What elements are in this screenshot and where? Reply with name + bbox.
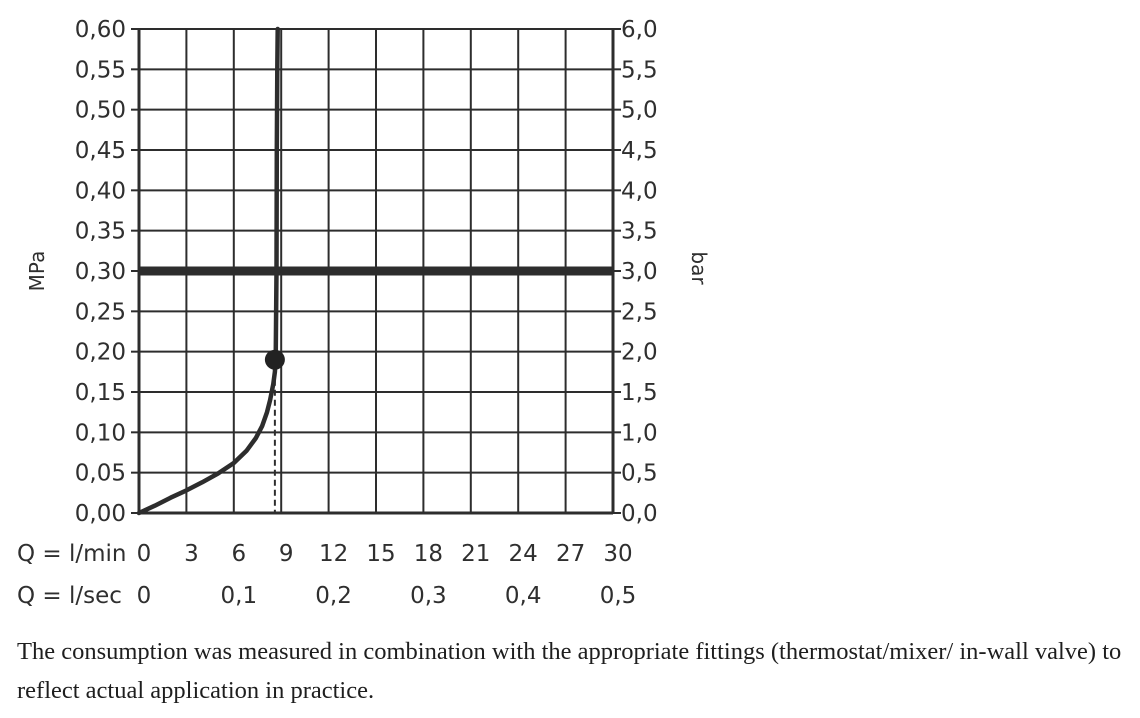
x-tick-label: 0,5 [600,583,637,609]
right-tick-label: 0,0 [621,501,658,527]
left-tick-label: 0,40 [75,178,126,204]
pressure-flow-chart: 0,000,050,100,150,200,250,300,350,400,45… [17,17,711,609]
right-tick-label: 3,0 [621,259,658,285]
x-tick-label: 0 [137,583,152,609]
right-tick-label: 6,0 [621,17,658,43]
x-tick-label: 12 [319,541,348,567]
left-tick-label: 0,55 [75,57,126,83]
right-tick-label: 1,0 [621,420,658,446]
left-tick-label: 0,00 [75,501,126,527]
left-tick-label: 0,50 [75,98,126,124]
x-tick-label: 24 [509,541,538,567]
left-tick-label: 0,10 [75,420,126,446]
left-tick-label: 0,25 [75,299,126,325]
operating-point-marker [264,349,285,370]
right-axis-ticks: 0,0 0,5 1,0 1,5 2,0 2,5 3,0 3,5 4,0 4,5 5,0 5,5 6,0 [621,17,658,527]
chart-caption: The consumption was measured in combinat… [17,638,1122,704]
x-row-label: Q = l/sec [17,583,122,609]
x-tick-label: 3 [184,541,199,567]
x-row-label: Q = l/min [17,541,127,567]
x-tick-label: 9 [279,541,294,567]
right-tick-label: 5,0 [621,98,658,124]
x-tick-label: 18 [414,541,443,567]
x-tick-label: 0,3 [410,583,447,609]
left-tick-label: 0,60 [75,17,126,43]
left-tick-label: 0,35 [75,219,126,245]
x-tick-label: 0 [137,541,152,567]
right-tick-label: 2,5 [621,299,658,325]
right-tick-label: 5,5 [621,57,658,83]
x-tick-label: 27 [556,541,585,567]
right-tick-label: 2,0 [621,340,658,366]
x-tick-label: 21 [461,541,490,567]
right-tick-label: 3,5 [621,219,658,245]
x-tick-label: 0,2 [315,583,352,609]
left-tick-label: 0,45 [75,138,126,164]
x-axis-rows: Q = l/min 0 3 6 9 12 15 18 21 24 27 30 Q = l/sec 0 0,1… [17,541,636,609]
x-tick-label: 0,1 [221,583,258,609]
left-tick-label: 0,15 [75,380,126,406]
right-tick-label: 4,0 [621,178,658,204]
series-group [136,26,613,516]
left-axis-title: MPa [25,251,49,292]
x-tick-label: 15 [366,541,395,567]
flow-curve [136,26,280,516]
x-tick-label: 30 [603,541,632,567]
left-tick-label: 0,20 [75,340,126,366]
right-tick-label: 1,5 [621,380,658,406]
x-tick-label: 0,4 [505,583,542,609]
left-tick-label: 0,30 [75,259,126,285]
right-axis-title: bar [687,251,711,285]
left-axis-ticks: 0,00 0,05 0,10 0,15 0,20 0,25 0,30 0,35 0,40 0,45… [75,17,126,527]
left-tick-label: 0,05 [75,461,126,487]
x-tick-label: 6 [231,541,246,567]
right-tick-label: 0,5 [621,461,658,487]
right-tick-label: 4,5 [621,138,658,164]
